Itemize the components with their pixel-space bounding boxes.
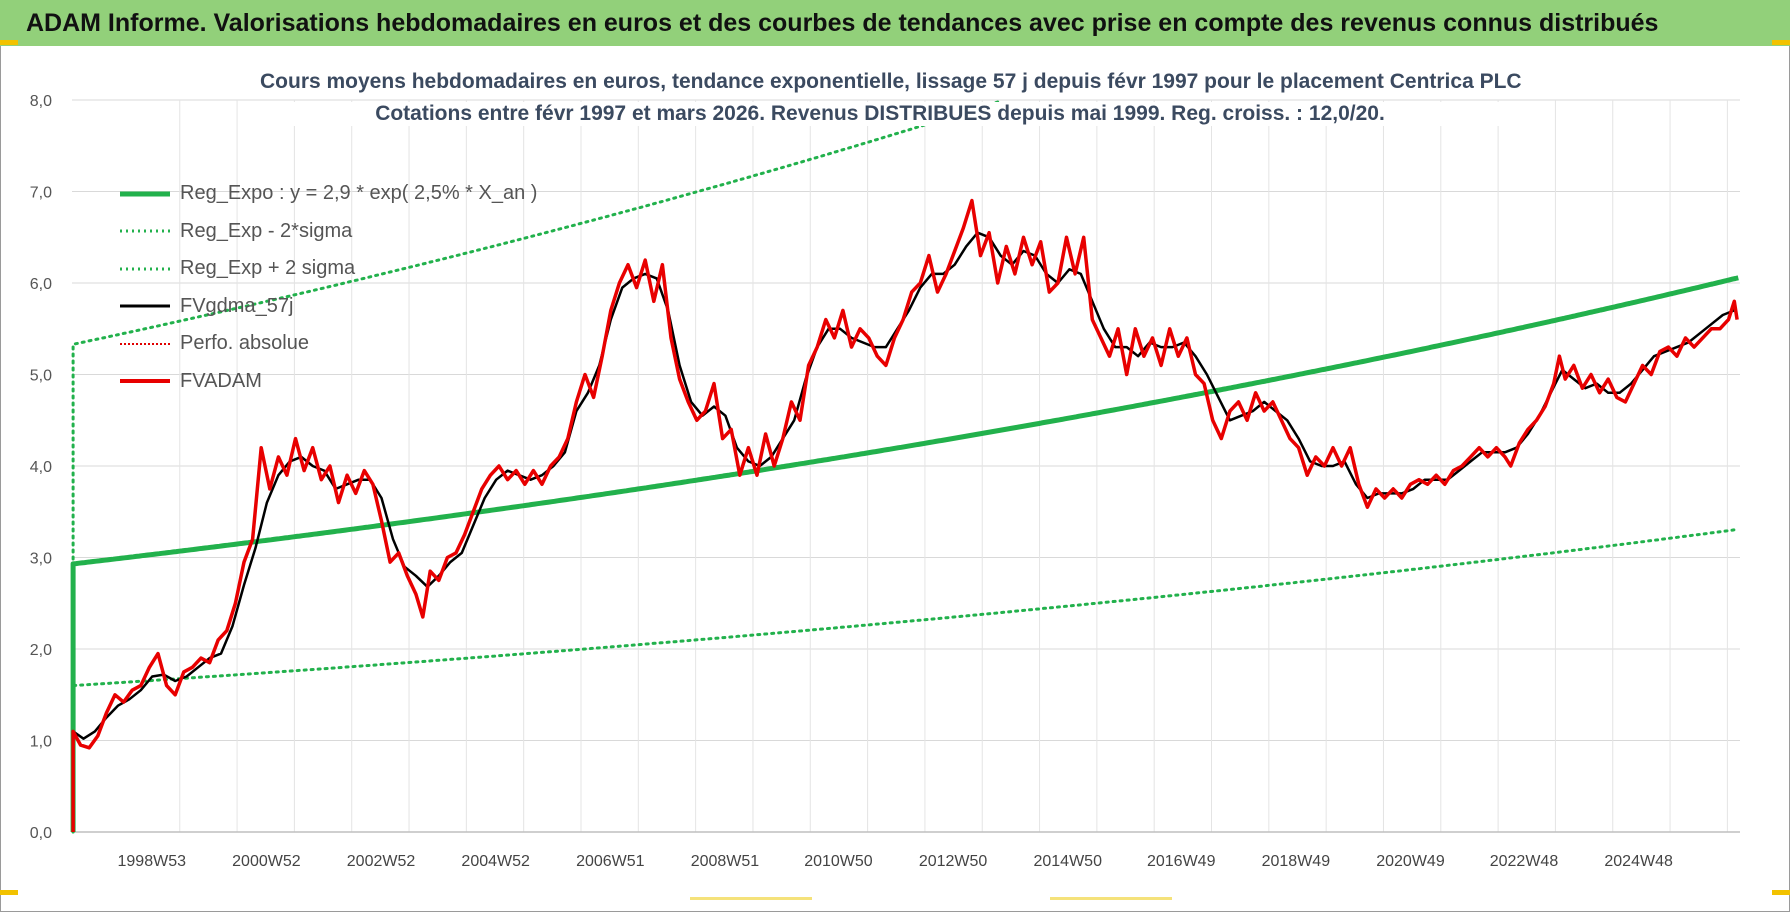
legend-item-reg-exp-plus: Reg_Exp + 2 sigma bbox=[120, 250, 537, 288]
axis-layer: 0,0 1,0 2,0 3,0 4,0 5,0 6,0 7,0 8,0 1998W53 2000W5… bbox=[30, 93, 1740, 870]
y-tick-label-1: 1,0 bbox=[30, 734, 52, 751]
y-tick-label-2: 2,0 bbox=[30, 642, 52, 659]
legend-swatch-reg-exp-minus bbox=[120, 229, 170, 233]
grid-layer bbox=[72, 99, 1740, 833]
x-tick-label-5: 2008W51 bbox=[691, 853, 760, 870]
bottom-mark-2 bbox=[1050, 897, 1172, 900]
series-reg-exp-2-sigma bbox=[71, 527, 1740, 834]
legend-swatch-reg-exp-plus bbox=[120, 267, 170, 271]
x-tick-label-13: 2024W48 bbox=[1604, 853, 1673, 870]
chart-title-line-1: Cours moyens hebdomadaires en euros, ten… bbox=[260, 70, 1522, 94]
legend-item-fvadam: FVADAM bbox=[120, 363, 537, 401]
y-tick-label-6: 6,0 bbox=[30, 276, 52, 293]
x-tick-label-1: 2000W52 bbox=[232, 853, 301, 870]
legend-item-perfo-absolue: Perfo. absolue bbox=[120, 325, 537, 363]
legend-label-fvadam: FVADAM bbox=[180, 369, 262, 392]
legend: Reg_Expo : y = 2,9 * exp( 2,5% * X_an ) … bbox=[120, 175, 537, 400]
x-tick-label-11: 2020W49 bbox=[1376, 853, 1445, 870]
series-reg-exp-2-sigma bbox=[71, 99, 1004, 834]
legend-swatch-fvgdma bbox=[120, 304, 170, 308]
x-tick-label-9: 2016W49 bbox=[1147, 853, 1216, 870]
y-tick-label-3: 3,0 bbox=[30, 551, 52, 568]
legend-item-reg-expo: Reg_Expo : y = 2,9 * exp( 2,5% * X_an ) bbox=[120, 175, 537, 213]
corner-mark-bottom-right bbox=[1772, 890, 1790, 895]
x-tick-label-0: 1998W53 bbox=[118, 853, 187, 870]
y-tick-label-8: 8,0 bbox=[30, 93, 52, 110]
y-tick-label-4: 4,0 bbox=[30, 459, 52, 476]
x-tick-label-3: 2004W52 bbox=[461, 853, 530, 870]
series-layer bbox=[70, 99, 1740, 834]
x-tick-label-10: 2018W49 bbox=[1262, 853, 1331, 870]
y-tick-label-5: 5,0 bbox=[30, 368, 52, 385]
y-tick-label-0: 0,0 bbox=[30, 825, 52, 842]
x-tick-label-7: 2012W50 bbox=[919, 853, 988, 870]
legend-item-fvgdma: FVgdma_57j bbox=[120, 288, 537, 326]
corner-mark-bottom-left bbox=[0, 890, 18, 895]
legend-label-fvgdma: FVgdma_57j bbox=[180, 294, 294, 317]
legend-item-reg-exp-minus: Reg_Exp - 2*sigma bbox=[120, 213, 537, 251]
legend-swatch-reg-expo bbox=[120, 191, 170, 197]
legend-label-reg-expo: Reg_Expo : y = 2,9 * exp( 2,5% * X_an ) bbox=[180, 182, 538, 205]
legend-label-perfo-absolue: Perfo. absolue bbox=[180, 332, 309, 355]
x-tick-label-2: 2002W52 bbox=[347, 853, 416, 870]
corner-mark-left bbox=[0, 40, 18, 45]
series-fvadam bbox=[71, 198, 1739, 832]
x-tick-label-12: 2022W48 bbox=[1490, 853, 1559, 870]
line-chart: 0,0 1,0 2,0 3,0 4,0 5,0 6,0 7,0 8,0 1998W53 2000W5… bbox=[30, 93, 1740, 870]
series-reg-expo-y-2-9-exp-2-5-x-an bbox=[70, 275, 1739, 832]
legend-swatch-fvadam bbox=[120, 379, 170, 384]
chart-title-line-2: Cotations entre févr 1997 et mars 2026. … bbox=[260, 102, 1500, 126]
banner-title: ADAM Informe. Valorisations hebdomadaire… bbox=[0, 0, 1790, 46]
legend-label-reg-exp-plus: Reg_Exp + 2 sigma bbox=[180, 257, 356, 280]
x-tick-label-4: 2006W51 bbox=[576, 853, 645, 870]
legend-label-reg-exp-minus: Reg_Exp - 2*sigma bbox=[180, 219, 353, 242]
x-tick-label-8: 2014W50 bbox=[1033, 853, 1102, 870]
y-tick-label-7: 7,0 bbox=[30, 185, 52, 202]
x-tick-label-6: 2010W50 bbox=[804, 853, 873, 870]
corner-mark-right bbox=[1772, 40, 1790, 45]
bottom-mark-1 bbox=[690, 897, 812, 900]
legend-swatch-perfo-absolue bbox=[120, 342, 170, 345]
